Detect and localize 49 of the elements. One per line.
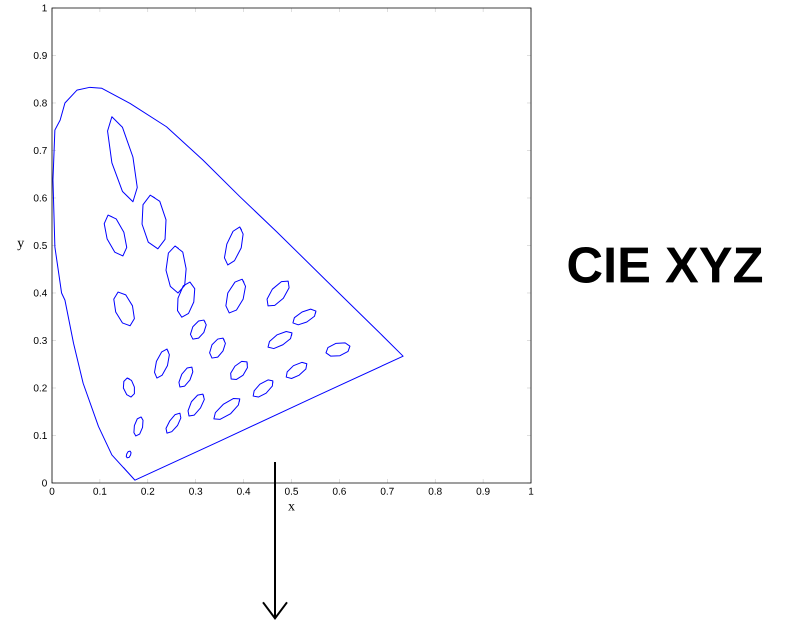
- x-tick-label: 0.4: [237, 488, 250, 495]
- line-series: [166, 412, 182, 434]
- line-series: [142, 194, 167, 250]
- line-series: [178, 366, 194, 388]
- y-tick-label: 0.7: [34, 146, 47, 154]
- y-tick-label: 0.5: [34, 242, 47, 250]
- line-series: [252, 379, 274, 398]
- line-series: [268, 330, 292, 350]
- line-series: [188, 394, 205, 417]
- line-series: [107, 116, 138, 202]
- y-axis-title: y: [17, 240, 24, 250]
- x-tick-label: 0.9: [476, 488, 490, 495]
- line-series: [230, 360, 248, 380]
- line-series: [209, 338, 226, 359]
- y-tick-label: 0.3: [34, 336, 47, 344]
- x-tick-label: 0.6: [332, 488, 346, 495]
- y-tick-label: 0.1: [34, 432, 47, 440]
- line-series: [224, 226, 244, 266]
- text: CIE XYZ: [568, 247, 762, 283]
- line-series: [113, 292, 135, 326]
- x-tick-label: 0: [50, 488, 54, 495]
- line-series: [213, 398, 240, 420]
- x-axis-title: x: [288, 504, 295, 510]
- line-series: [52, 86, 404, 481]
- y-tick-label: 0.9: [34, 52, 47, 60]
- line-series: [325, 342, 350, 357]
- line-series: [190, 320, 207, 340]
- x-tick-label: 0.3: [189, 488, 202, 495]
- line-series: [225, 278, 246, 314]
- x-tick-label: 0.2: [141, 488, 154, 495]
- line-series: [292, 308, 316, 326]
- line-series: [126, 450, 132, 458]
- x-tick-label: 0.8: [428, 488, 442, 495]
- y-tick-label: 0: [42, 479, 47, 487]
- x-tick-label: 0.5: [284, 488, 298, 495]
- y-tick-label: 0.8: [34, 99, 47, 107]
- line-series: [133, 416, 144, 436]
- y-tick-label: 1: [42, 4, 47, 12]
- line-series: [266, 280, 290, 306]
- y-tick-label: 0.2: [34, 384, 47, 392]
- line-series: [154, 348, 170, 379]
- line-series: [104, 214, 128, 256]
- y-tick-label: 0.4: [34, 289, 47, 297]
- line-series: [286, 362, 308, 379]
- y-tick-label: 0.6: [34, 194, 47, 202]
- x-tick-label: 0.1: [93, 488, 106, 495]
- x-tick-label: 0.7: [380, 488, 394, 495]
- line-series: [122, 378, 135, 398]
- x-tick-label: 1: [528, 488, 534, 495]
